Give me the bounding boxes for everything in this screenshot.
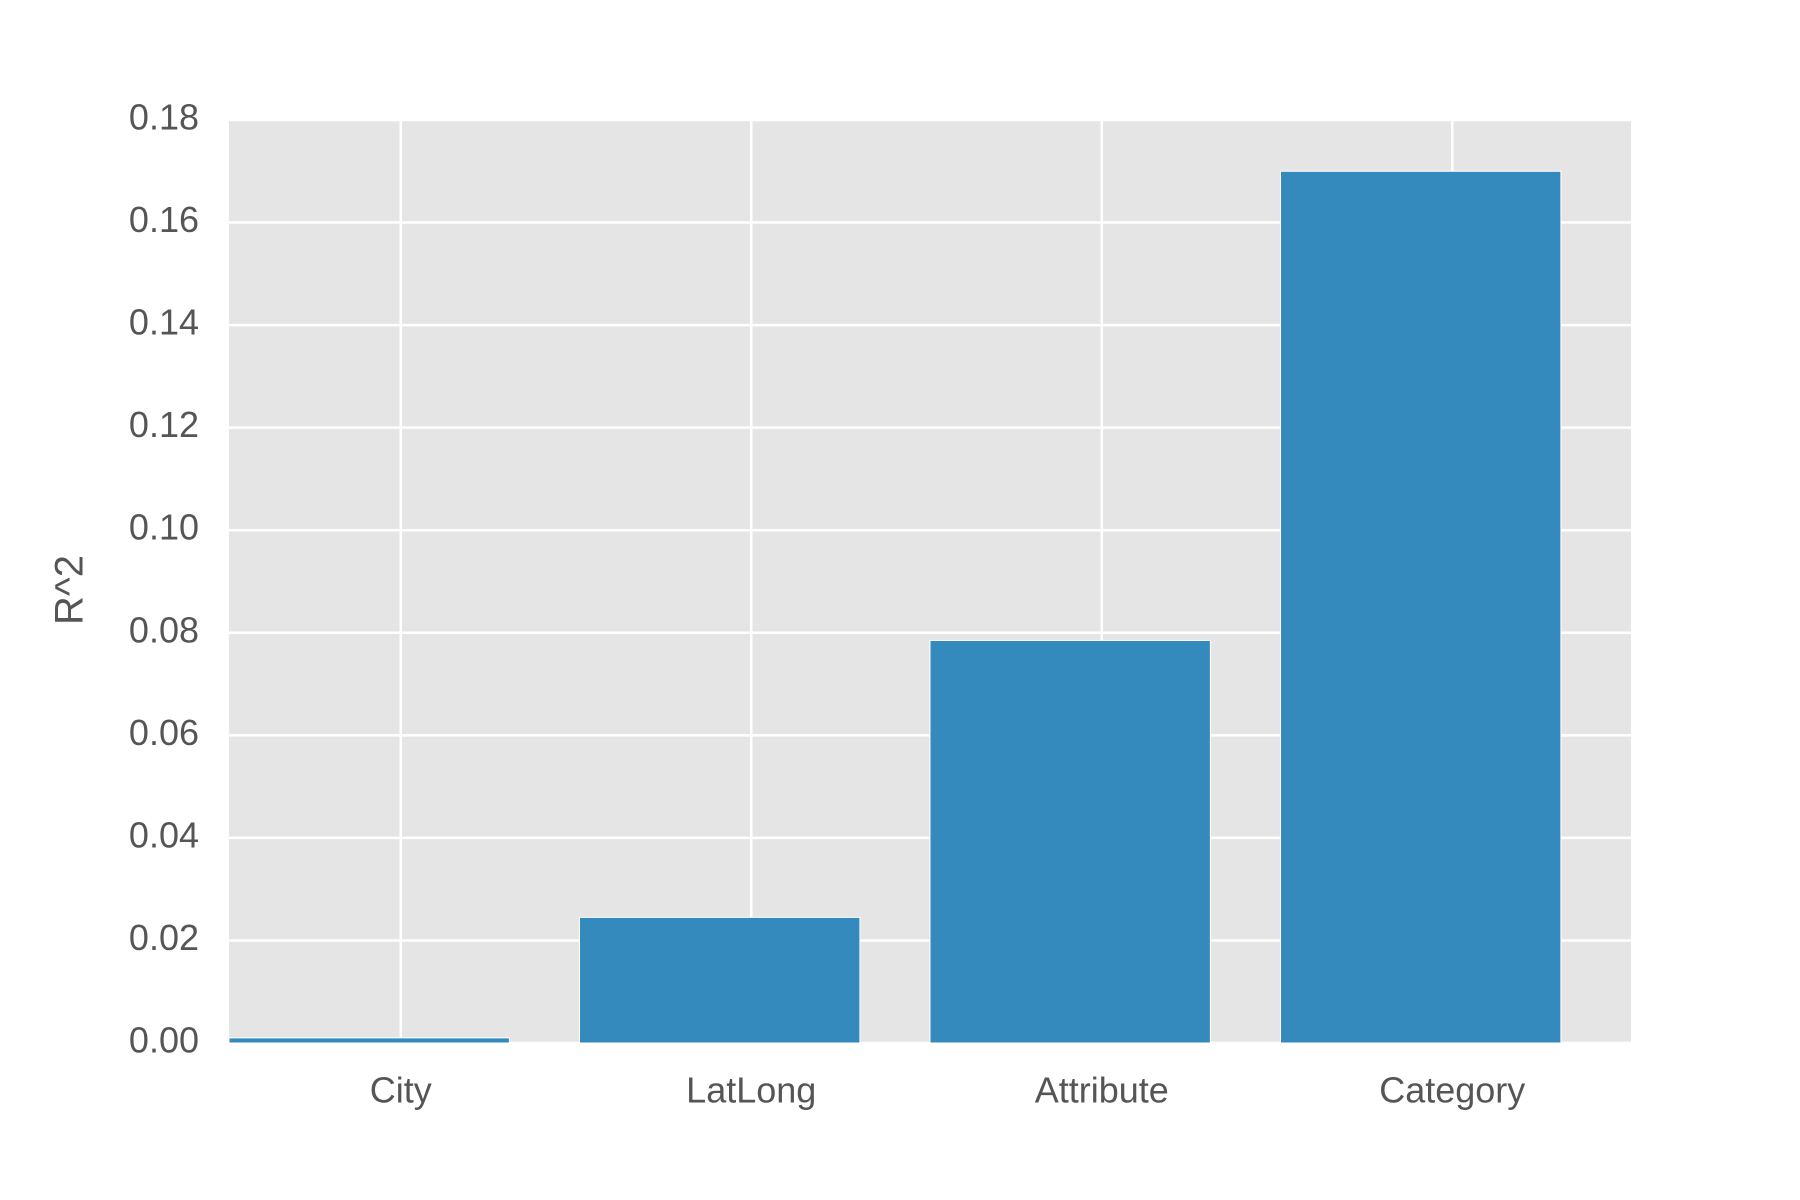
y-tick-label: 0.10 (129, 507, 199, 548)
y-axis-label: R^2 (48, 555, 92, 625)
y-tick-label: 0.14 (129, 302, 199, 343)
bar (228, 1037, 510, 1044)
y-tick-label: 0.06 (129, 712, 199, 753)
x-tick-label: Category (1379, 1070, 1525, 1111)
y-tick-label: 0.16 (129, 199, 199, 240)
y-tick-label: 0.12 (129, 404, 199, 445)
y-tick-label: 0.00 (129, 1020, 199, 1061)
y-tick-label: 0.08 (129, 609, 199, 650)
y-tick-label: 0.04 (129, 814, 199, 855)
y-tick-label: 0.18 (129, 97, 199, 138)
x-tick-label: City (370, 1070, 432, 1111)
x-tick-label: Attribute (1035, 1070, 1169, 1111)
bar (929, 639, 1211, 1044)
x-tick-label: LatLong (686, 1070, 816, 1111)
bar (1280, 170, 1562, 1044)
y-tick-label: 0.02 (129, 917, 199, 958)
bar (579, 916, 861, 1044)
